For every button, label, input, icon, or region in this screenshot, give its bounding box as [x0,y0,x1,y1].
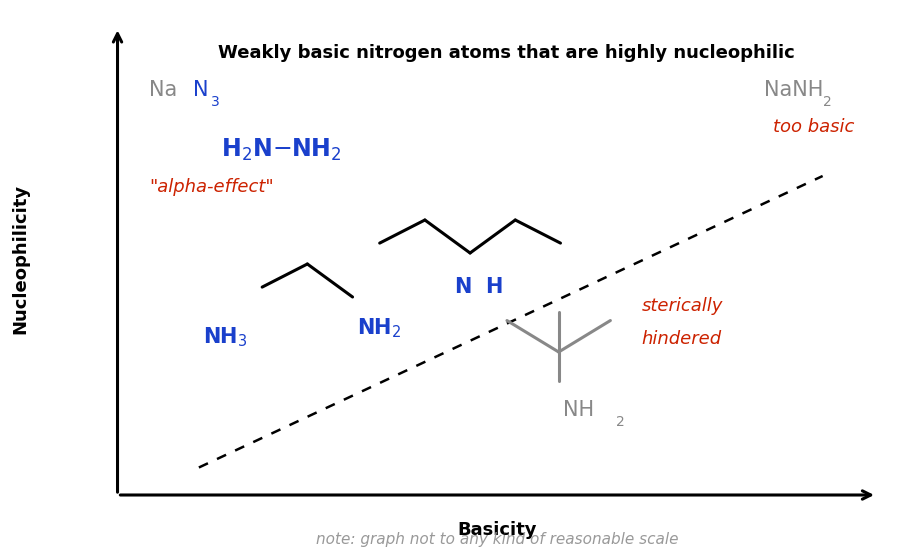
Text: H: H [485,277,502,296]
Text: Na: Na [149,80,177,100]
Text: NH: NH [563,400,593,420]
Text: hindered: hindered [641,330,721,348]
Text: NaNH: NaNH [763,80,823,100]
Text: "alpha-effect": "alpha-effect" [149,179,274,196]
Text: Weakly basic nitrogen atoms that are highly nucleophilic: Weakly basic nitrogen atoms that are hig… [218,44,794,62]
Text: N: N [192,80,208,100]
Text: too basic: too basic [772,118,853,136]
Text: Nucleophilicity: Nucleophilicity [11,184,29,333]
Text: 3: 3 [210,95,219,108]
Text: 2: 2 [822,95,831,108]
Text: NH$_2$: NH$_2$ [357,316,401,340]
Text: H$_2$N$-$NH$_2$: H$_2$N$-$NH$_2$ [221,137,342,163]
Text: NH$_3$: NH$_3$ [203,326,247,349]
Text: Basicity: Basicity [457,521,536,539]
Text: note: graph not to any kind of reasonable scale: note: graph not to any kind of reasonabl… [316,532,677,547]
Text: 2: 2 [615,415,624,428]
Text: N: N [453,277,470,296]
Text: sterically: sterically [641,297,722,315]
